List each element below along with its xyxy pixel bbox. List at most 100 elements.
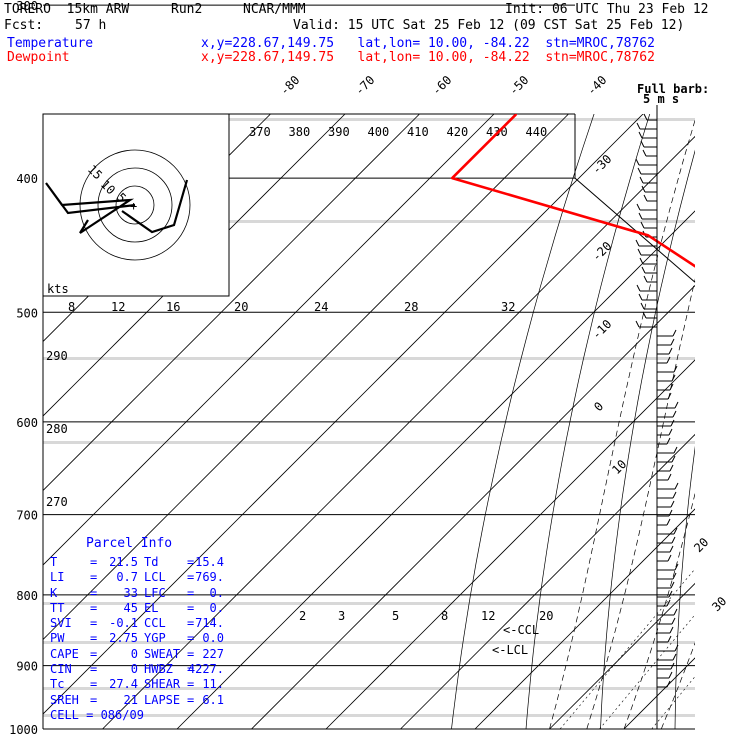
isotherm-line	[251, 284, 695, 729]
parcel-value: 21	[123, 692, 138, 707]
parcel-info-row: K = 33 LFC = 0.	[46, 586, 232, 601]
dry-adiabat	[451, 114, 595, 729]
equals-sign: =	[187, 631, 195, 646]
parcel-value: 15.4	[195, 555, 224, 569]
dewpoint-profile	[450, 114, 695, 268]
parcel-info-panel: Parcel Info T = 21.5 Td = 15.4 LI = 0.7 LCL = 769. K…	[46, 537, 232, 722]
saturation-bands	[43, 118, 695, 717]
moist-adiabat	[736, 0, 740, 729]
moist-adiabat	[586, 278, 695, 729]
wind-barb	[638, 131, 657, 139]
mixing-ratio-label: 12	[481, 609, 495, 623]
equals-sign: =	[90, 555, 98, 569]
pressure-tick-label: 300	[16, 0, 38, 13]
parcel-value: 4227.	[187, 662, 224, 677]
equals-sign: =	[187, 600, 195, 615]
parcel-info-row: CAPE = 0 SWEAT = 227	[46, 647, 232, 662]
equals-sign: =	[90, 646, 98, 661]
isotherm-label: -50	[506, 73, 531, 98]
equals-sign: =	[187, 692, 195, 707]
theta-label: 380	[289, 125, 311, 139]
wind-barb	[640, 221, 657, 229]
wind-barb	[657, 545, 674, 553]
grid-band	[43, 602, 695, 605]
parcel-value: 0.	[209, 600, 224, 615]
parcel-value: 0	[130, 662, 138, 677]
parcel-value: 21.5	[109, 555, 138, 569]
isotherm-label: -30	[589, 152, 614, 177]
wind-barb	[657, 662, 675, 670]
isotherm-label: 10	[609, 457, 629, 477]
wind-barb	[657, 419, 675, 427]
pressure-tick-label: 1000	[9, 723, 38, 737]
wind-barb	[657, 365, 678, 373]
theta-left-label: 270	[46, 495, 68, 509]
parcel-value: 45	[123, 600, 138, 615]
parcel-value: 11.	[202, 677, 224, 692]
wind-barb	[657, 680, 671, 688]
equals-sign: =	[90, 600, 98, 615]
parcel-label: CIN	[50, 662, 72, 677]
sounding-profiles	[450, 114, 695, 268]
parcel-label: Td	[144, 555, 159, 569]
isotherm-label: -70	[352, 73, 377, 98]
wind-barb	[657, 374, 676, 382]
equals-sign: =	[187, 570, 195, 585]
parcel-label: EL	[144, 600, 159, 615]
parcel-value: -0.1	[109, 616, 138, 631]
parcel-label: LFC	[144, 585, 166, 600]
wind-barb	[657, 563, 679, 571]
theta-label: 400	[368, 125, 390, 139]
wind-barb	[657, 527, 678, 535]
theta-left-label: 280	[46, 422, 68, 436]
parcel-label: SREH	[50, 692, 79, 707]
wind-barb	[657, 518, 671, 526]
isotherm-line	[623, 657, 695, 729]
wind-barb	[657, 635, 672, 643]
mixing-ratio-label: 5	[392, 609, 399, 623]
isotherm-line	[474, 508, 695, 729]
parcel-label: LI	[50, 570, 65, 585]
parcel-info-row: CIN = 0 HWBZ = 4227.	[46, 662, 232, 677]
source-label: NCAR/MMM	[243, 2, 306, 17]
parcel-value: 227	[202, 646, 224, 661]
isotherm-label: -20	[589, 239, 614, 264]
wind-barb	[639, 257, 657, 265]
location-temp: x,y=228.67,149.75 lat,lon= 10.00, -84.22…	[201, 36, 655, 51]
wind-barb	[643, 194, 657, 202]
pressure-tick-label: 900	[16, 660, 38, 674]
pressure-tick-label: 600	[16, 416, 38, 430]
moist-adiabat	[660, 642, 695, 729]
wind-barb	[657, 482, 679, 490]
equals-sign: =	[187, 662, 195, 677]
forecast-label: Fcst:	[4, 18, 44, 33]
moist-adiabat	[623, 492, 695, 729]
temperature-legend: Temperature	[7, 36, 94, 51]
parcel-value: 0.0	[202, 631, 224, 646]
grid-band	[43, 118, 695, 121]
ccl-marker: <-CCL	[503, 623, 539, 637]
hodograph-ring	[97, 167, 173, 243]
wind-barb	[657, 356, 671, 364]
wind-barb	[640, 140, 657, 148]
mixing-ratio-label: 8	[441, 609, 448, 623]
pressure-tick-label: 500	[16, 306, 38, 320]
wind-barb	[657, 572, 677, 580]
parcel-label: SWEAT	[144, 646, 181, 661]
wind-barb	[657, 491, 677, 499]
wind-barbs	[635, 113, 679, 688]
grid-band	[43, 441, 695, 444]
wind-barb	[657, 599, 671, 607]
forecast-hour: 57 h	[75, 18, 107, 33]
equals-sign: =	[90, 616, 98, 631]
parcel-info-row: SVI = -0.1 CCL = 714.	[46, 616, 232, 631]
wind-barb	[657, 509, 673, 517]
grid-band	[43, 714, 695, 717]
isotherm-label: -60	[429, 73, 454, 98]
wind-barb	[635, 320, 657, 328]
wind-barb	[657, 338, 675, 346]
wind-barb	[636, 203, 657, 211]
parcel-info-row: PW = 2.75 YGP = 0.0	[46, 631, 232, 646]
